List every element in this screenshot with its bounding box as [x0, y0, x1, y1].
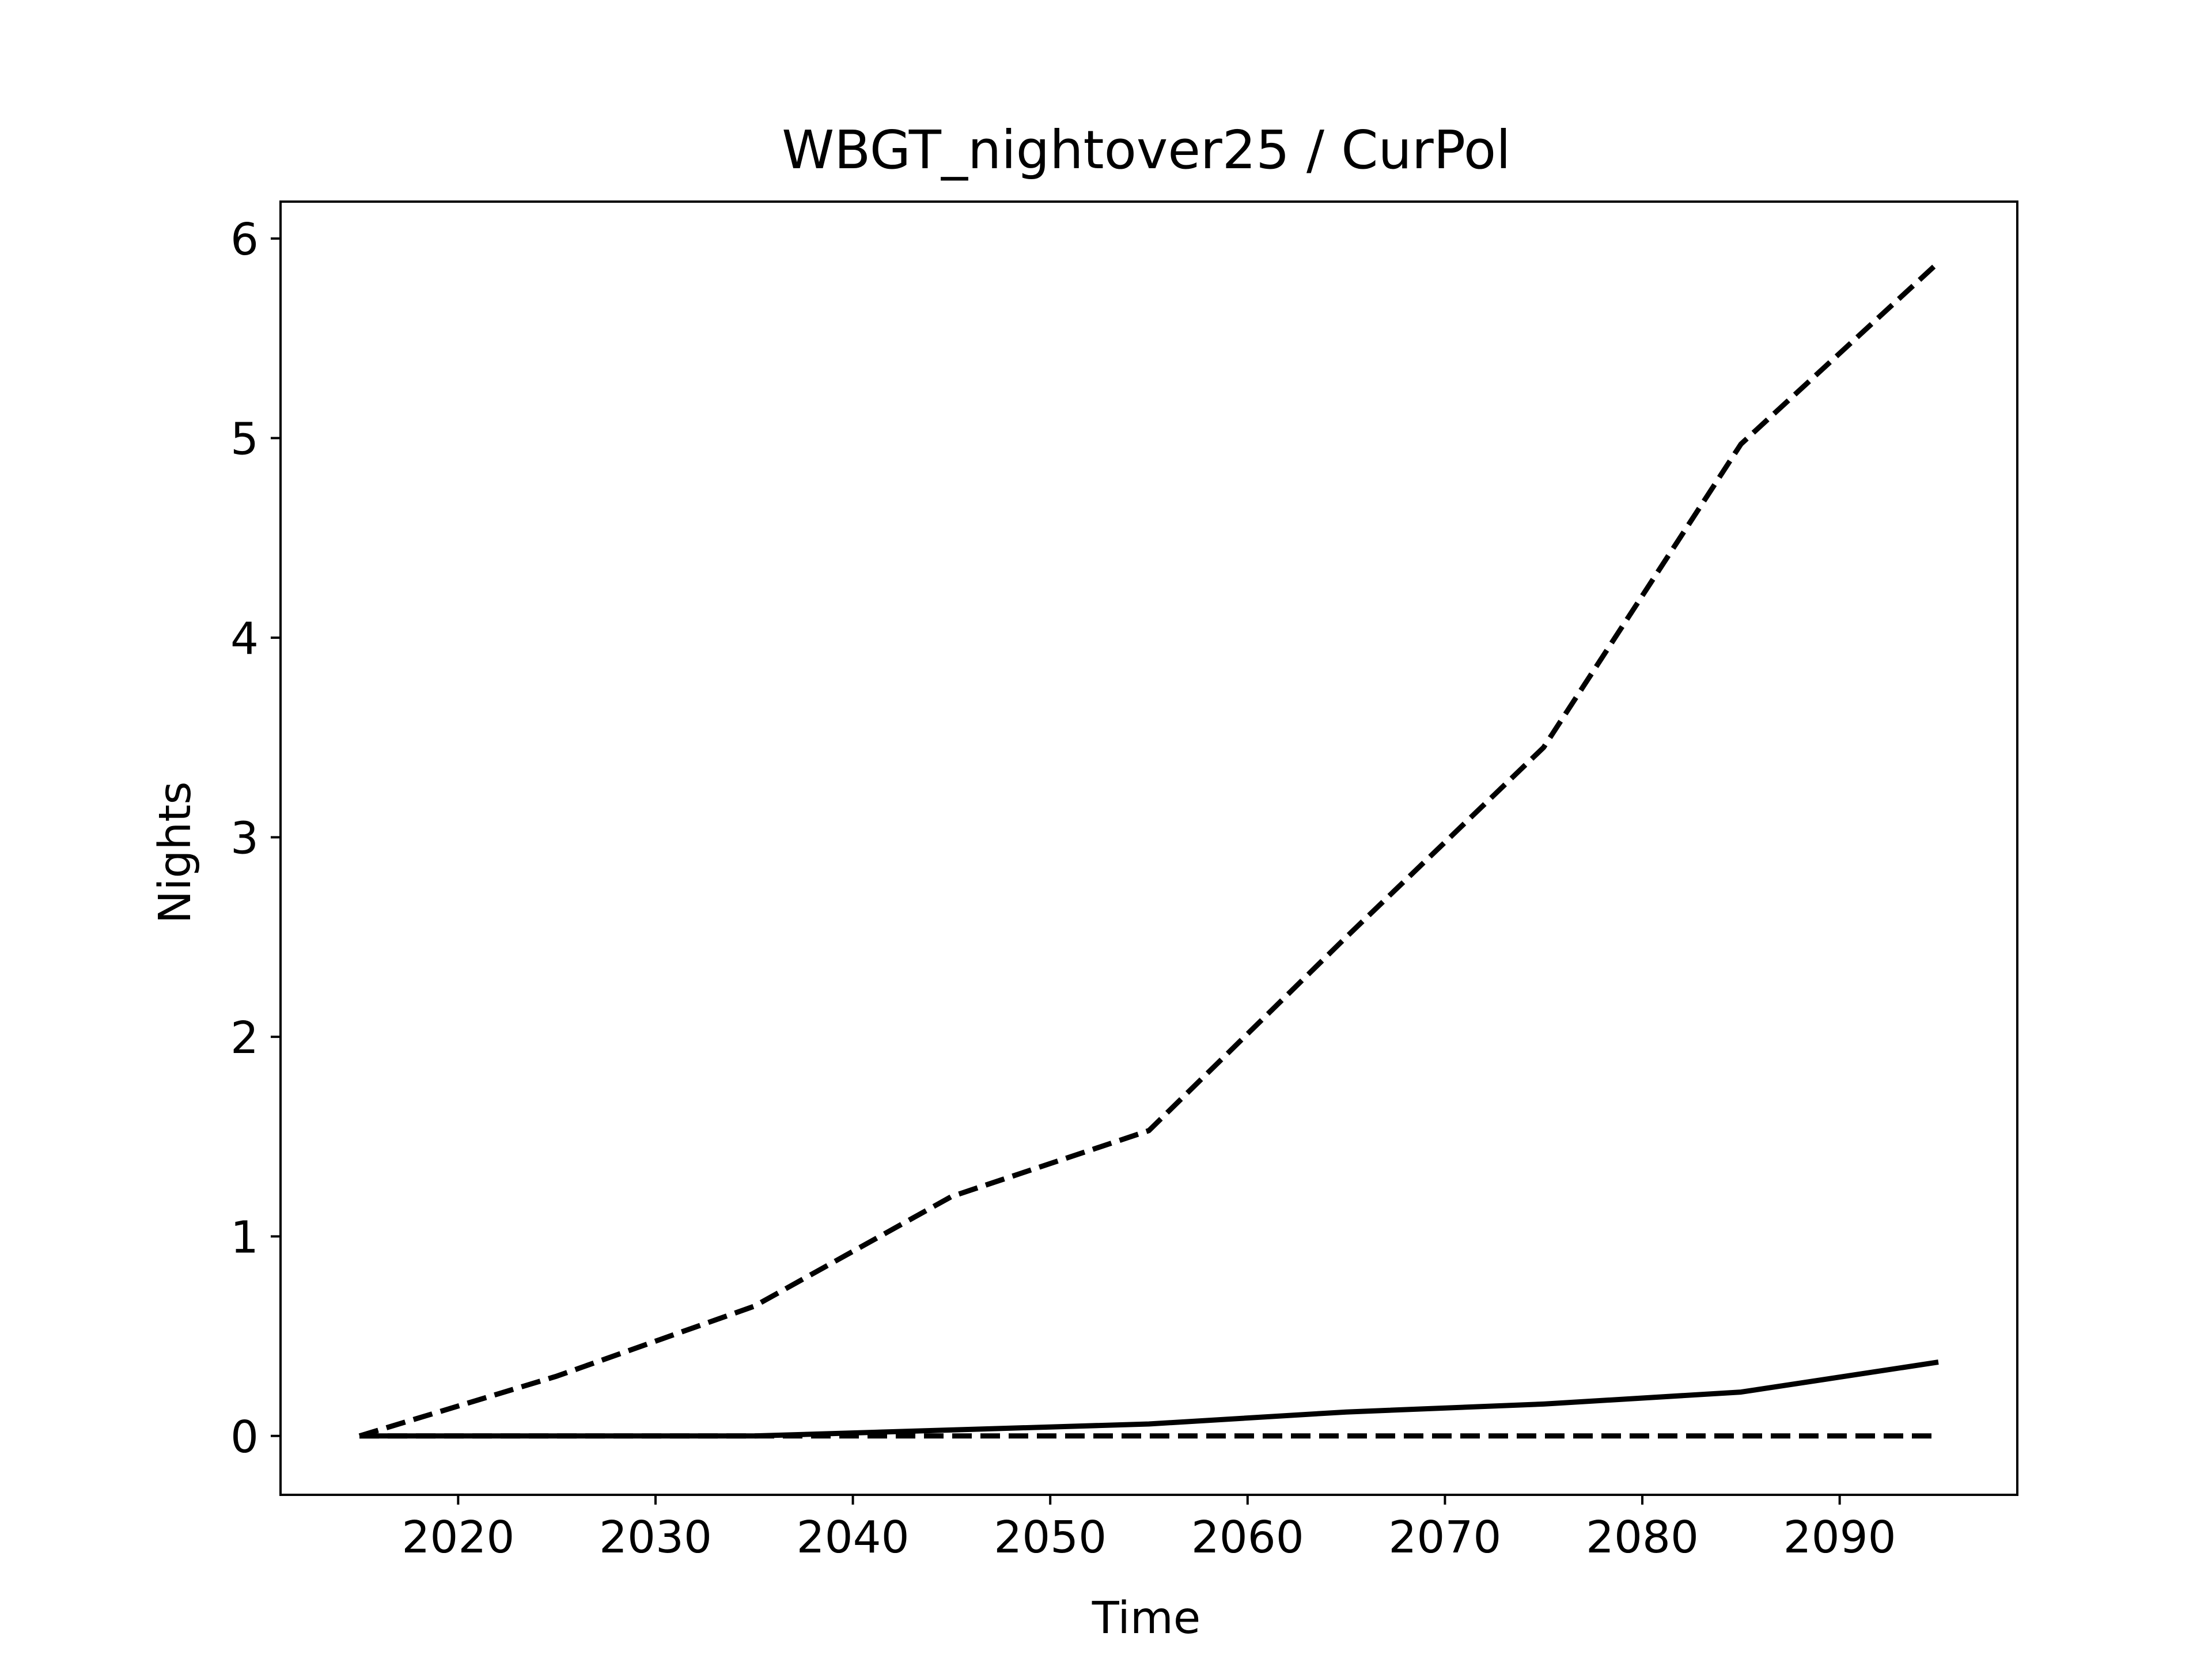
x-tick-label: 2090: [1783, 1512, 1896, 1563]
y-tick-label: 4: [230, 613, 259, 665]
x-axis: 2020 2030 2040 2050 2060 2070 2080 2090: [402, 1495, 1896, 1563]
x-tick-label: 2070: [1388, 1512, 1501, 1563]
y-axis: 0 1 2 3 4 5 6: [230, 214, 281, 1463]
y-tick-label: 3: [230, 813, 259, 864]
y-tick-label: 6: [230, 214, 259, 266]
series-line-1-dashed: [358, 260, 1941, 1439]
x-axis-title: Time: [1092, 1593, 1200, 1644]
plot-area: [279, 200, 2018, 1496]
y-tick-label: 2: [230, 1013, 259, 1064]
x-tick-label: 2030: [599, 1512, 712, 1563]
x-tick-label: 2020: [402, 1512, 514, 1563]
axes-frame: [279, 200, 2018, 1496]
x-tick-label: 2060: [1191, 1512, 1304, 1563]
y-tick-label: 0: [230, 1412, 259, 1463]
x-tick-label: 2080: [1586, 1512, 1699, 1563]
chart-title: WBGT_nightover25 / CurPol: [782, 119, 1510, 181]
x-tick-label: 2050: [994, 1512, 1107, 1563]
series-layer: [358, 260, 1941, 1439]
y-tick-label: 1: [230, 1212, 259, 1263]
y-axis-title: Nights: [150, 782, 201, 924]
y-tick-label: 5: [230, 414, 259, 465]
x-tick-label: 2040: [797, 1512, 910, 1563]
